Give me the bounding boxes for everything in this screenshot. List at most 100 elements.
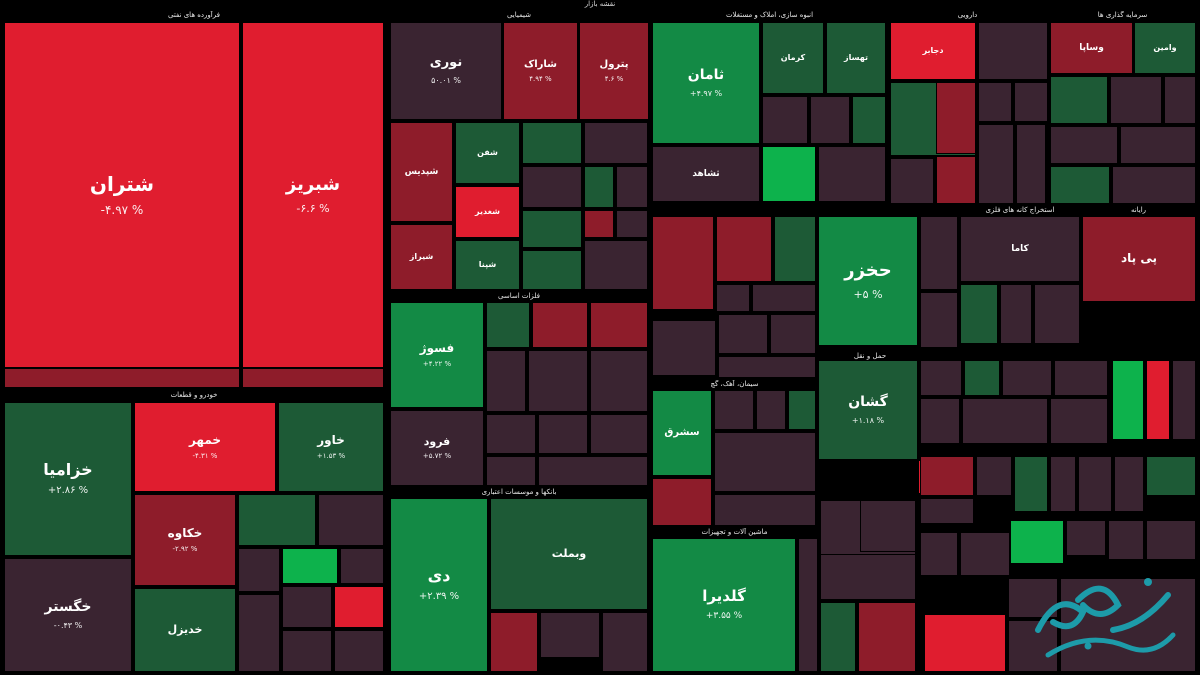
sector-title: بانکها و موسسات اعتباری <box>481 488 557 496</box>
treemap-tile <box>762 146 816 202</box>
treemap-tile-labelled: خزامیا +۲.۸۶ % <box>4 402 132 556</box>
ticker-name: ثامان <box>687 67 725 84</box>
treemap-tile-labelled: خاور +۱.۵۳ % <box>278 402 384 492</box>
treemap-tile-labelled: شاراک ۴.۹۴ % <box>503 22 578 120</box>
treemap-tile <box>584 210 614 238</box>
ticker-name: شیراز <box>409 252 434 262</box>
treemap-tile <box>920 498 974 524</box>
ticker-name: گلدیرا <box>702 587 746 606</box>
ticker-change: +۲.۸۶ % <box>47 485 89 497</box>
treemap-tile-labelled: نوری ۵۰.۰۱ % <box>390 22 502 120</box>
treemap-tile <box>238 494 316 546</box>
ticker-change: -۴.۳۱ % <box>192 452 218 461</box>
ticker-name: وبملت <box>551 546 587 560</box>
treemap-tile <box>1172 360 1196 440</box>
sector-title: حمل و نقل <box>853 352 887 360</box>
ticker-change: ۴.۶ % <box>604 74 624 83</box>
treemap-tile <box>522 122 582 164</box>
treemap-tile-labelled: شپنا <box>455 240 520 290</box>
treemap-tile <box>752 284 816 312</box>
treemap-tile-labelled: پی پاد <box>1082 216 1196 302</box>
treemap-tile <box>334 586 384 628</box>
treemap-tile <box>852 96 886 144</box>
map-title: نقشه بازار <box>584 0 616 8</box>
treemap-tile <box>486 414 536 454</box>
ticker-name: فسوژ <box>419 340 455 355</box>
treemap-tile <box>532 302 588 348</box>
treemap-tile <box>964 360 1000 396</box>
ticker-name: وساپا <box>1079 42 1104 53</box>
ticker-change: +۱.۵۳ % <box>316 452 346 461</box>
ticker-change: ۴.۹۴ % <box>529 74 552 83</box>
ticker-change: -۴.۹۷ % <box>100 202 144 217</box>
treemap-tile <box>920 398 960 444</box>
treemap-tile <box>714 494 816 526</box>
treemap-tile-labelled: کاما <box>960 216 1080 282</box>
treemap-tile <box>1054 360 1108 396</box>
treemap-tile-labelled: خگستر -۰.۴۳ % <box>4 558 132 672</box>
treemap-tile <box>584 240 648 290</box>
treemap-tile-labelled: شیراز <box>390 224 453 290</box>
treemap-tile <box>770 314 816 354</box>
sector-title: رایانه <box>1130 206 1147 214</box>
treemap-tile <box>762 96 808 144</box>
treemap-tile <box>976 456 1012 496</box>
treemap-tile <box>1066 520 1106 556</box>
treemap-tile <box>716 216 772 282</box>
treemap-tile-labelled: ثامان +۴.۹۷ % <box>652 22 760 144</box>
ticker-name: کرمان <box>780 53 806 63</box>
treemap-tile <box>978 124 1014 204</box>
treemap-tile-labelled: سشرق <box>652 390 712 476</box>
ticker-name: خاور <box>317 432 345 447</box>
ticker-change: -۲.۹۲ % <box>172 545 198 554</box>
treemap-tile <box>590 350 648 412</box>
treemap-tile-labelled: خکاوه -۲.۹۲ % <box>134 494 236 586</box>
treemap-tile <box>1002 360 1052 396</box>
ticker-name: تهساز <box>843 53 869 63</box>
treemap-tile <box>858 602 916 672</box>
treemap-tile-labelled: شپدیس <box>390 122 453 222</box>
treemap-tile <box>716 284 750 312</box>
treemap-tile-labelled: وبملت <box>490 498 648 610</box>
treemap-tile <box>590 414 648 454</box>
treemap-tile <box>1164 76 1196 124</box>
ticker-name: نوری <box>429 55 463 71</box>
sector-title: سرمایه گذاری ها <box>1097 11 1148 19</box>
treemap-tile-labelled: شتران -۴.۹۷ % <box>4 22 240 368</box>
treemap-tile <box>486 350 526 412</box>
treemap-tile <box>340 548 384 584</box>
treemap-tile <box>1034 284 1080 344</box>
treemap-tile <box>714 390 754 430</box>
treemap-tile <box>820 554 916 600</box>
treemap-tile <box>522 210 582 248</box>
ticker-change: +۱.۱۸ % <box>851 416 885 426</box>
treemap-tile <box>590 302 648 348</box>
treemap-tile <box>540 612 600 658</box>
treemap-tile-labelled: ثشاهد <box>652 146 760 202</box>
brand-logo <box>1035 578 1176 658</box>
ticker-name: شپنا <box>478 260 497 270</box>
treemap-tile-labelled: دجابر <box>890 22 976 80</box>
treemap-tile <box>616 210 648 238</box>
sector-title: انبوه سازی، املاک و مستغلات <box>725 11 814 19</box>
treemap-tile-labelled: وساپا <box>1050 22 1133 74</box>
treemap-tile <box>810 96 850 144</box>
treemap-tile <box>960 532 1010 576</box>
treemap-tile <box>1120 126 1196 164</box>
sector-title: سیمان، آهک، گچ <box>710 380 759 388</box>
treemap-tile <box>1114 456 1144 512</box>
treemap-tile <box>1112 166 1196 204</box>
ticker-name: دی <box>427 566 451 586</box>
treemap-tile-labelled: خدیزل <box>134 588 236 672</box>
ticker-name: شاراک <box>523 59 557 71</box>
treemap-tile <box>282 630 332 672</box>
treemap-tile <box>756 390 786 430</box>
ticker-name: پی پاد <box>1121 251 1157 266</box>
treemap-tile <box>652 478 712 526</box>
treemap-tile <box>652 216 714 310</box>
ticker-name: فرود <box>423 434 451 448</box>
ticker-name: شتران <box>89 171 155 196</box>
treemap-tile-labelled: پترول ۴.۶ % <box>579 22 649 120</box>
treemap-tile <box>936 156 976 204</box>
treemap-tile <box>1014 456 1048 512</box>
